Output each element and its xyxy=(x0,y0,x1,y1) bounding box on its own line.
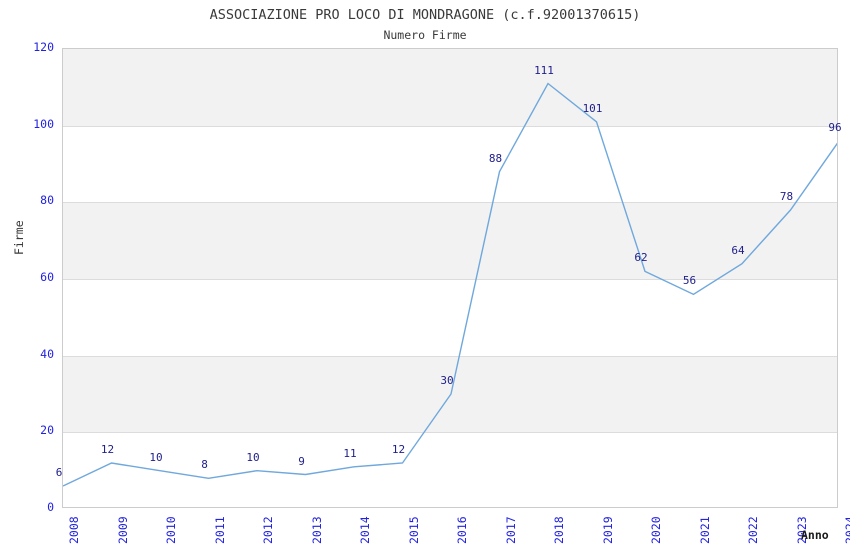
y-tick-label: 20 xyxy=(40,423,54,438)
data-point-label: 8 xyxy=(201,458,208,472)
y-tick-label: 0 xyxy=(47,500,54,514)
data-point-label: 11 xyxy=(343,446,357,460)
gridline xyxy=(63,202,837,203)
data-point-label: 12 xyxy=(391,443,406,456)
data-point-label: 64 xyxy=(731,243,745,257)
y-tick-label: 100 xyxy=(33,116,54,131)
line-series xyxy=(63,82,837,487)
plot-area xyxy=(62,48,838,508)
background-band xyxy=(63,49,837,126)
x-axis-label: Anno xyxy=(801,528,829,542)
gridline xyxy=(63,356,837,357)
data-point-label: 62 xyxy=(634,251,648,265)
data-point-label: 10 xyxy=(149,450,163,464)
data-point-label: 12 xyxy=(100,443,115,456)
gridline xyxy=(63,126,837,127)
gridline xyxy=(63,432,837,433)
data-point-label: 111 xyxy=(534,63,554,77)
y-axis-label: Firme xyxy=(12,220,26,255)
data-point-label: 10 xyxy=(246,450,260,464)
series-polyline xyxy=(63,82,837,487)
background-band xyxy=(63,202,837,279)
background-band xyxy=(63,355,837,433)
y-tick-label: 80 xyxy=(40,193,54,208)
y-tick-label: 40 xyxy=(40,346,54,361)
data-point-label: 88 xyxy=(488,151,503,165)
chart-title: ASSOCIAZIONE PRO LOCO DI MONDRAGONE (c.f… xyxy=(209,7,641,23)
data-point-label: 6 xyxy=(55,466,63,479)
data-point-label: 78 xyxy=(779,190,794,203)
data-point-label: 101 xyxy=(582,101,603,115)
data-point-label: 56 xyxy=(682,274,697,288)
chart-subtitle: Numero Firme xyxy=(383,28,467,42)
gridline xyxy=(63,279,837,280)
y-tick-label: 60 xyxy=(40,270,54,284)
data-point-label: 96 xyxy=(828,121,842,134)
y-tick-label: 120 xyxy=(33,40,54,54)
data-point-label: 30 xyxy=(440,374,454,387)
data-point-label: 9 xyxy=(298,454,305,468)
